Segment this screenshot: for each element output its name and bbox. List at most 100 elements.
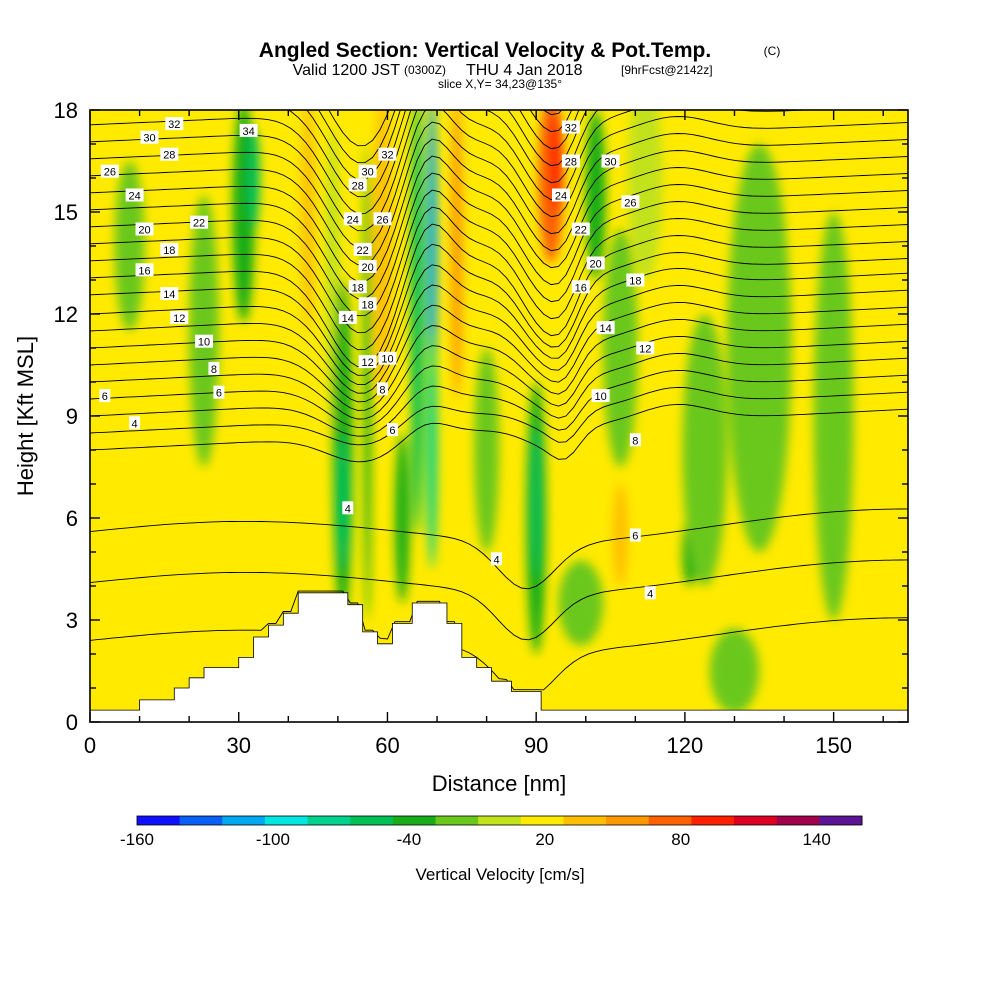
contour-label-text: 24 <box>128 191 140 203</box>
contour-label: 6 <box>213 385 225 400</box>
contour-label-box <box>160 242 179 256</box>
isentrope-line <box>90 138 908 283</box>
contour-label-box <box>239 123 258 137</box>
contour-label: 18 <box>348 280 367 294</box>
contour-label-text: 14 <box>163 289 175 301</box>
contour-label-box <box>195 334 214 348</box>
colorbar-label: Vertical Velocity [cm/s] <box>415 865 584 884</box>
contour-label-text: 6 <box>216 388 222 400</box>
colorbar-segment <box>819 816 863 825</box>
isentrope-line <box>90 110 599 215</box>
isentrope-line <box>90 264 908 386</box>
colorbar-segment <box>648 816 692 825</box>
colorbar-tick-label: -160 <box>120 830 154 849</box>
contour-label-text: 22 <box>357 245 369 257</box>
contour-label-box <box>601 154 620 168</box>
contour-label-text: 28 <box>352 180 364 192</box>
valid-prefix: Valid 1200 JST <box>293 62 401 79</box>
chart-title: Angled Section: Vertical Velocity & Pot.… <box>259 39 711 62</box>
contour-label: 4 <box>644 586 656 600</box>
contour-label: 24 <box>551 188 570 203</box>
y-tick-label: 15 <box>54 200 78 225</box>
x-tick-label: 120 <box>667 733 704 758</box>
colorbar-segment <box>520 816 564 825</box>
contour-label-box <box>342 501 354 515</box>
contour-label-box <box>571 222 590 236</box>
velocity-cell <box>363 144 372 620</box>
contour-label: 18 <box>160 242 179 257</box>
contour-label: 30 <box>358 164 377 179</box>
valid-utc: (0300Z) <box>404 63 446 77</box>
x-tick-label: 150 <box>815 733 852 758</box>
isentrope-line <box>90 206 908 351</box>
x-tick-labels: 0 30 60 90 120 150 <box>84 733 852 758</box>
forecast-label: [9hrFcst@2142z] <box>621 63 713 77</box>
isentrope-line <box>90 110 908 249</box>
colorbar-tick-label: -100 <box>256 830 290 849</box>
contour-label-text: 24 <box>347 214 359 226</box>
contour-label-text: 22 <box>193 218 205 230</box>
velocity-cell <box>531 424 542 578</box>
colorbar-segment <box>734 816 778 825</box>
contour-label-text: 18 <box>361 299 373 311</box>
contour-label-text: 32 <box>168 119 180 131</box>
colorbar-segment <box>606 816 650 825</box>
contour-label-text: 4 <box>132 418 138 430</box>
isentrope-line <box>90 243 908 376</box>
contour-label-box <box>378 147 397 161</box>
y-tick-label: 6 <box>66 506 78 531</box>
contour-label-box <box>170 310 189 324</box>
contour-label: 22 <box>353 242 372 257</box>
contour-label-box <box>358 355 377 369</box>
x-tick-label: 90 <box>524 733 548 758</box>
velocity-cell <box>549 110 563 212</box>
contour-label: 22 <box>571 222 590 237</box>
contour-label-box <box>135 222 154 236</box>
isentrope-line <box>90 110 818 232</box>
velocity-cell <box>301 110 315 331</box>
valid-date: THU 4 Jan 2018 <box>466 62 583 79</box>
isentrope-line <box>90 386 908 446</box>
contour-label: 28 <box>348 178 367 192</box>
contour-label-box <box>129 416 141 430</box>
contour-label-text: 8 <box>211 364 217 376</box>
colorbar-segment <box>563 816 607 825</box>
colorbar-segment <box>776 816 820 825</box>
contour-label-text: 34 <box>243 126 255 138</box>
contour-label: 26 <box>373 212 392 226</box>
isentrope-line <box>90 590 908 691</box>
colorbar-segment <box>264 816 309 825</box>
contour-label: 4 <box>342 501 354 515</box>
contour-label-text: 20 <box>138 225 150 237</box>
contour-label-text: 32 <box>381 150 393 162</box>
contour-label-text: 10 <box>595 391 607 403</box>
colorbar-segment <box>137 816 181 825</box>
isentrope-line <box>90 369 908 437</box>
contour-label-box <box>165 117 184 131</box>
y-tick-labels: 0 3 6 9 12 15 18 <box>54 98 78 735</box>
isentrope-line <box>90 352 908 429</box>
contour-label: 18 <box>626 273 645 288</box>
contour-label-text: 30 <box>361 167 373 179</box>
contour-label: 22 <box>190 215 209 230</box>
contour-label-text: 6 <box>389 425 395 437</box>
contour-label-text: 26 <box>624 197 636 209</box>
isentrope-line <box>90 318 908 411</box>
colorbar-segment <box>392 816 437 825</box>
velocity-cell <box>411 110 424 535</box>
contour-label: 26 <box>100 164 119 179</box>
contour-label-box <box>160 287 179 301</box>
isentrope-line <box>90 189 908 334</box>
contour-label: 20 <box>586 256 605 271</box>
velocity-cell <box>189 195 219 467</box>
contour-label-text: 6 <box>102 391 108 403</box>
contour-label-text: 28 <box>163 150 175 162</box>
slice-label: slice X,Y= 34,23@135° <box>438 77 562 91</box>
contour-label-box <box>561 154 580 168</box>
terrain-mask <box>90 592 908 722</box>
contour-label-box <box>208 361 220 375</box>
contour-label-text: 8 <box>379 384 385 396</box>
contour-label-text: 22 <box>575 225 587 237</box>
contour-label-text: 4 <box>493 554 499 566</box>
contour-label-box <box>621 195 640 209</box>
